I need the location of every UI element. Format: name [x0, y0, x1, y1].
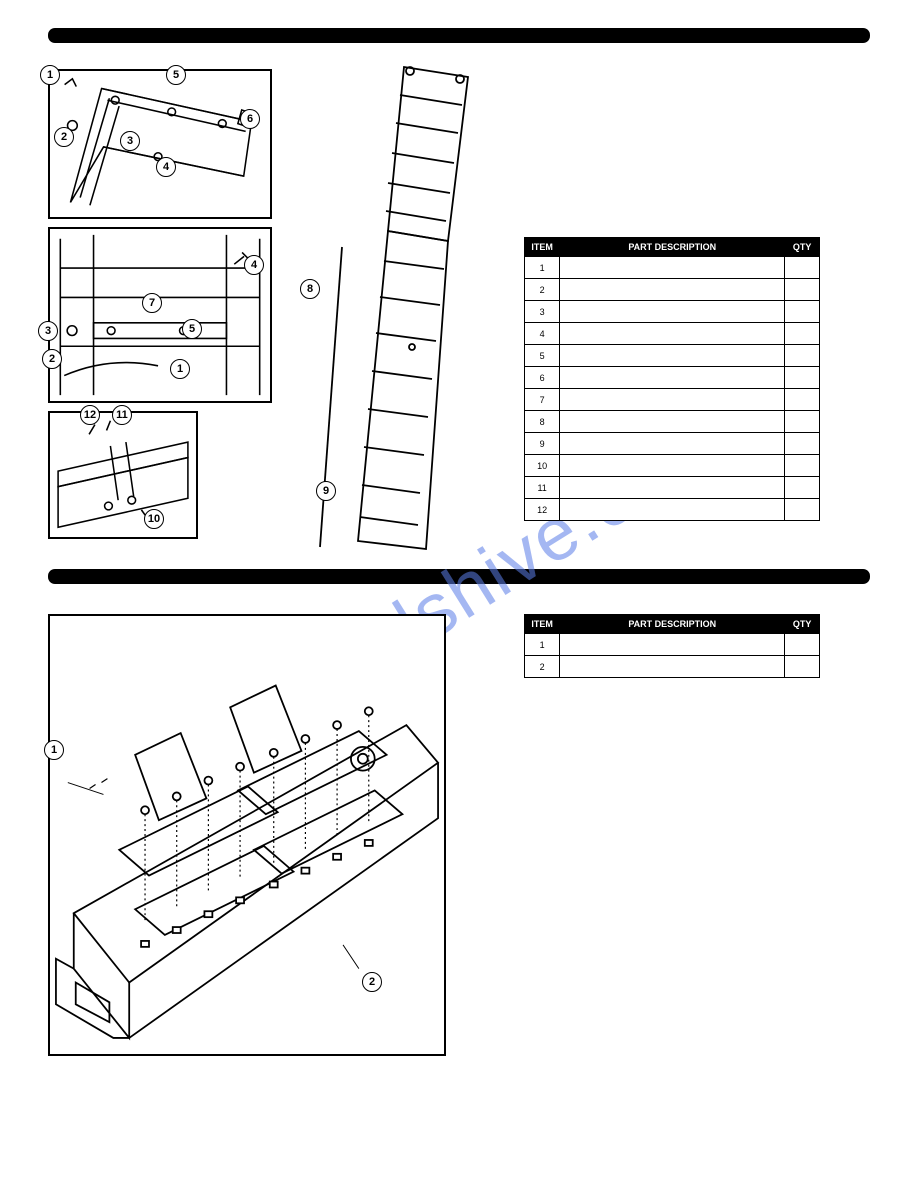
- callout-5: 5: [166, 65, 186, 85]
- table-cell: [560, 367, 785, 389]
- callout-7: 7: [142, 293, 162, 313]
- table-cell: 7: [525, 389, 560, 411]
- table-row: 8: [525, 411, 820, 433]
- table-row: 6: [525, 367, 820, 389]
- table-cell: [785, 367, 820, 389]
- table-cell: [785, 389, 820, 411]
- callout-4: 4: [244, 255, 264, 275]
- table2-header-item: ITEM: [525, 615, 560, 634]
- table-cell: [560, 411, 785, 433]
- table-cell: 4: [525, 323, 560, 345]
- table-cell: [560, 656, 785, 678]
- section1-parts-table: ITEM PART DESCRIPTION QTY 12345678910111…: [524, 237, 820, 521]
- table-cell: [785, 656, 820, 678]
- callout-2: 2: [54, 127, 74, 147]
- section2-body: 12 ITEM PART DESCRIPTION QTY 12: [48, 590, 870, 1110]
- section2-panel: [48, 614, 446, 1056]
- section1-ladder: [318, 61, 492, 555]
- table-cell: [785, 477, 820, 499]
- table-cell: [560, 455, 785, 477]
- table-cell: [560, 389, 785, 411]
- callout-5: 5: [182, 319, 202, 339]
- table-cell: [785, 257, 820, 279]
- table1-header-qty: QTY: [785, 238, 820, 257]
- table2-header-desc: PART DESCRIPTION: [560, 615, 785, 634]
- callout-2: 2: [42, 349, 62, 369]
- table-cell: [560, 433, 785, 455]
- table-cell: 1: [525, 634, 560, 656]
- section1-header: [48, 28, 870, 43]
- table-cell: [560, 477, 785, 499]
- table-cell: [785, 433, 820, 455]
- table-cell: 8: [525, 411, 560, 433]
- callout-8: 8: [300, 279, 320, 299]
- table-cell: 5: [525, 345, 560, 367]
- table-cell: [560, 301, 785, 323]
- section1-panel-c: [48, 411, 198, 539]
- table-cell: 1: [525, 257, 560, 279]
- table-cell: 3: [525, 301, 560, 323]
- table-cell: [560, 634, 785, 656]
- section1-body: 12345647532112111089 ITEM PART DESCRIPTI…: [48, 49, 870, 569]
- table-cell: 9: [525, 433, 560, 455]
- table-row: 12: [525, 499, 820, 521]
- section1-panel-b: [48, 227, 272, 403]
- section2-parts-table: ITEM PART DESCRIPTION QTY 12: [524, 614, 820, 678]
- table-cell: 6: [525, 367, 560, 389]
- callout-1: 1: [40, 65, 60, 85]
- table-cell: [560, 279, 785, 301]
- callout-3: 3: [38, 321, 58, 341]
- table-row: 1: [525, 634, 820, 656]
- callout-11: 11: [112, 405, 132, 425]
- table-row: 9: [525, 433, 820, 455]
- table-cell: [785, 323, 820, 345]
- table-cell: 2: [525, 279, 560, 301]
- table-cell: 10: [525, 455, 560, 477]
- table1-header-desc: PART DESCRIPTION: [560, 238, 785, 257]
- callout-1: 1: [170, 359, 190, 379]
- table-cell: [785, 411, 820, 433]
- table-row: 1: [525, 257, 820, 279]
- table-cell: [785, 301, 820, 323]
- table-cell: [560, 257, 785, 279]
- table-row: 2: [525, 279, 820, 301]
- callout-10: 10: [144, 509, 164, 529]
- table-row: 5: [525, 345, 820, 367]
- table-row: 10: [525, 455, 820, 477]
- table-row: 4: [525, 323, 820, 345]
- table-cell: [785, 279, 820, 301]
- callout-12: 12: [80, 405, 100, 425]
- table1-header-item: ITEM: [525, 238, 560, 257]
- table-row: 2: [525, 656, 820, 678]
- table-row: 7: [525, 389, 820, 411]
- table-cell: [785, 499, 820, 521]
- callout-4: 4: [156, 157, 176, 177]
- callout-9: 9: [316, 481, 336, 501]
- table2-header-qty: QTY: [785, 615, 820, 634]
- table-cell: [560, 499, 785, 521]
- section1-panel-a: [48, 69, 272, 219]
- section2-header: [48, 569, 870, 584]
- callout-6: 6: [240, 109, 260, 129]
- table-cell: [785, 634, 820, 656]
- table-cell: [560, 323, 785, 345]
- table-cell: 2: [525, 656, 560, 678]
- table-cell: [560, 345, 785, 367]
- table-cell: [785, 455, 820, 477]
- table-cell: [785, 345, 820, 367]
- callout-2: 2: [362, 972, 382, 992]
- table-row: 3: [525, 301, 820, 323]
- callout-1: 1: [44, 740, 64, 760]
- table-cell: 11: [525, 477, 560, 499]
- callout-3: 3: [120, 131, 140, 151]
- table-cell: 12: [525, 499, 560, 521]
- table-row: 11: [525, 477, 820, 499]
